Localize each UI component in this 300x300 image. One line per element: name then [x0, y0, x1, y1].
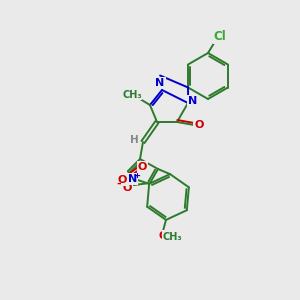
Text: Cl: Cl — [214, 31, 226, 44]
Text: O: O — [118, 175, 127, 185]
Text: O: O — [122, 183, 132, 193]
Text: CH₃: CH₃ — [122, 90, 142, 100]
Text: +: + — [133, 171, 140, 180]
Text: O: O — [158, 231, 168, 241]
Text: H: H — [130, 135, 138, 145]
Text: N: N — [128, 174, 137, 184]
Text: N: N — [155, 78, 165, 88]
Text: -: - — [117, 179, 122, 189]
Text: CH₃: CH₃ — [162, 232, 182, 242]
Text: O: O — [137, 162, 147, 172]
Text: N: N — [188, 96, 198, 106]
Text: O: O — [194, 120, 204, 130]
